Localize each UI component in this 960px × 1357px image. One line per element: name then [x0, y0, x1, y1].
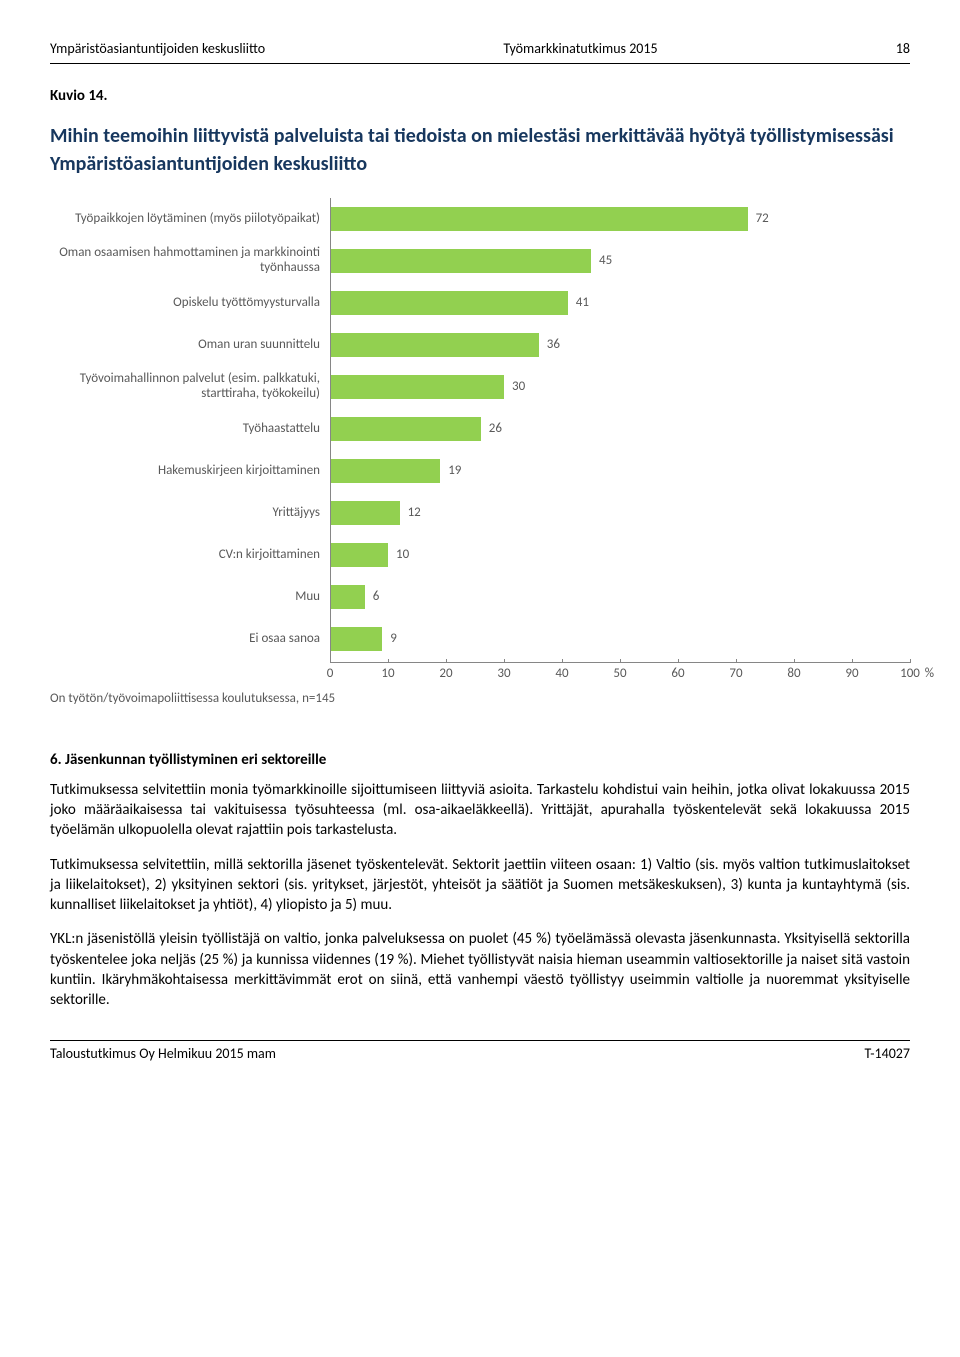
- bar: [330, 333, 539, 357]
- bar: [330, 501, 400, 525]
- x-tick: [678, 659, 679, 663]
- bar-track: 26: [330, 408, 910, 450]
- bar-row: Työhaastattelu 26: [50, 408, 910, 450]
- header-rule: [50, 63, 910, 64]
- body-paragraph-2: Tutkimuksessa selvitettiin, millä sektor…: [50, 855, 910, 916]
- bar-value-label: 41: [576, 294, 589, 312]
- x-tick: [852, 659, 853, 663]
- x-tick: [446, 659, 447, 663]
- bar: [330, 459, 440, 483]
- footer-rule: [50, 1040, 910, 1041]
- footer-left: Taloustutkimus Oy Helmikuu 2015 mam: [50, 1045, 276, 1064]
- x-tick: [330, 659, 331, 663]
- bar-value-label: 12: [408, 504, 421, 522]
- chart-title-line2: Ympäristöasiantuntijoiden keskusliitto: [50, 151, 910, 178]
- bar-value-label: 72: [756, 210, 769, 228]
- bar-category-label: Oman uran suunnittelu: [50, 338, 330, 353]
- bar-track: 72: [330, 198, 910, 240]
- bar-value-label: 30: [512, 378, 525, 396]
- chart-footnote: On työtön/työvoimapoliittisessa koulutuk…: [50, 690, 910, 708]
- bar-value-label: 36: [547, 336, 560, 354]
- bar-value-label: 26: [489, 420, 502, 438]
- footer-right: T-14027: [865, 1045, 911, 1064]
- bar-track: 19: [330, 450, 910, 492]
- chart-bar-area: Työpaikkojen löytäminen (myös piilotyöpa…: [50, 198, 910, 660]
- bar-row: Työvoimahallinnon palvelut (esim. palkka…: [50, 366, 910, 408]
- bar-row: Muu 6: [50, 576, 910, 618]
- bar: [330, 417, 481, 441]
- bar-row: CV:n kirjoittaminen 10: [50, 534, 910, 576]
- bar-value-label: 10: [396, 546, 409, 564]
- bar-category-label: Työpaikkojen löytäminen (myös piilotyöpa…: [50, 212, 330, 227]
- bar: [330, 627, 382, 651]
- chart-grid: Työpaikkojen löytäminen (myös piilotyöpa…: [50, 198, 910, 684]
- bar-track: 9: [330, 618, 910, 660]
- bar-track: 6: [330, 576, 910, 618]
- section-heading: 6. Jäsenkunnan työllistyminen eri sektor…: [50, 750, 910, 770]
- bar-value-label: 9: [390, 630, 397, 648]
- bar-category-label: CV:n kirjoittaminen: [50, 548, 330, 563]
- axis-unit: %: [925, 665, 934, 683]
- bar-row: Oman uran suunnittelu 36: [50, 324, 910, 366]
- bar-row: Ei osaa sanoa 9: [50, 618, 910, 660]
- bar-category-label: Yrittäjyys: [50, 506, 330, 521]
- bar-track: 30: [330, 366, 910, 408]
- x-tick: [562, 659, 563, 663]
- bar-category-label: Ei osaa sanoa: [50, 632, 330, 647]
- bar-category-label: Muu: [50, 590, 330, 605]
- x-tick-label: 60: [671, 665, 684, 683]
- bar-value-label: 6: [373, 588, 380, 606]
- bar-category-label: Hakemuskirjeen kirjoittaminen: [50, 464, 330, 479]
- bar-category-label: Opiskelu työttömyysturvalla: [50, 296, 330, 311]
- x-tick-label: 100: [900, 665, 920, 683]
- bar-category-label: Oman osaamisen hahmottaminen ja markkino…: [50, 246, 330, 276]
- x-tick: [620, 659, 621, 663]
- x-tick-label: 70: [729, 665, 742, 683]
- x-tick: [504, 659, 505, 663]
- bar-row: Yrittäjyys 12: [50, 492, 910, 534]
- bar: [330, 543, 388, 567]
- x-tick-label: 90: [845, 665, 858, 683]
- x-axis: % 0102030405060708090100: [330, 662, 910, 684]
- bar-value-label: 19: [448, 462, 461, 480]
- bar-value-label: 45: [599, 252, 612, 270]
- bar: [330, 375, 504, 399]
- body-paragraph-1: Tutkimuksessa selvitettiin monia työmark…: [50, 780, 910, 841]
- bar-track: 41: [330, 282, 910, 324]
- x-tick: [910, 659, 911, 663]
- x-tick-label: 80: [787, 665, 800, 683]
- x-tick-label: 10: [381, 665, 394, 683]
- bar: [330, 207, 748, 231]
- bar-row: Työpaikkojen löytäminen (myös piilotyöpa…: [50, 198, 910, 240]
- header-center: Työmarkkinatutkimus 2015: [503, 40, 657, 59]
- bar-track: 12: [330, 492, 910, 534]
- x-tick-label: 20: [439, 665, 452, 683]
- bar-row: Hakemuskirjeen kirjoittaminen 19: [50, 450, 910, 492]
- x-tick-label: 40: [555, 665, 568, 683]
- header-left: Ympäristöasiantuntijoiden keskusliitto: [50, 40, 265, 59]
- body-paragraph-3: YKL:n jäsenistöllä yleisin työllistäjä o…: [50, 929, 910, 1010]
- bar: [330, 249, 591, 273]
- x-tick: [388, 659, 389, 663]
- bar-category-label: Työhaastattelu: [50, 422, 330, 437]
- x-tick-label: 30: [497, 665, 510, 683]
- bar-row: Oman osaamisen hahmottaminen ja markkino…: [50, 240, 910, 282]
- bar-track: 10: [330, 534, 910, 576]
- x-tick-label: 50: [613, 665, 626, 683]
- bar-category-label: Työvoimahallinnon palvelut (esim. palkka…: [50, 372, 330, 402]
- x-tick: [794, 659, 795, 663]
- header-right: 18: [896, 40, 910, 59]
- figure-label: Kuvio 14.: [50, 86, 910, 106]
- bar-track: 45: [330, 240, 910, 282]
- bar: [330, 291, 568, 315]
- bar-row: Opiskelu työttömyysturvalla 41: [50, 282, 910, 324]
- x-tick-label: 0: [327, 665, 334, 683]
- x-tick: [736, 659, 737, 663]
- chart-container: Mihin teemoihin liittyvistä palveluista …: [50, 124, 910, 708]
- x-axis-row: % 0102030405060708090100: [50, 662, 910, 684]
- chart-title-line1: Mihin teemoihin liittyvistä palveluista …: [50, 124, 910, 149]
- bar: [330, 585, 365, 609]
- bar-track: 36: [330, 324, 910, 366]
